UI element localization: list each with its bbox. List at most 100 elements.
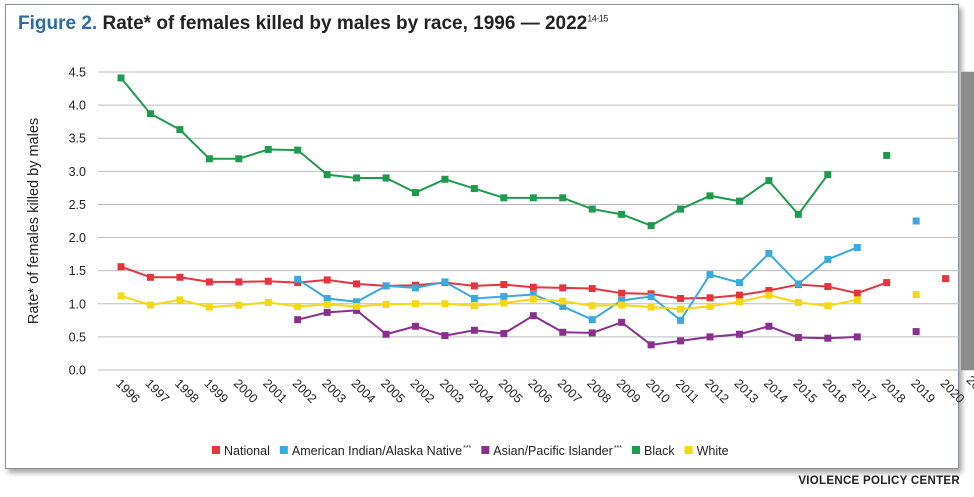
data-point bbox=[706, 302, 714, 310]
data-point bbox=[912, 328, 920, 336]
data-point bbox=[706, 294, 714, 302]
x-tick-label: 2008 bbox=[584, 376, 614, 406]
data-point bbox=[647, 222, 655, 230]
x-tick-label: 1996 bbox=[113, 376, 143, 406]
series-line bbox=[120, 294, 858, 311]
data-point bbox=[735, 330, 743, 338]
x-tick-label: 1997 bbox=[142, 376, 172, 406]
data-point bbox=[146, 110, 154, 118]
data-point bbox=[470, 302, 478, 310]
data-point bbox=[942, 275, 950, 283]
data-point bbox=[824, 171, 832, 179]
data-point bbox=[794, 210, 802, 218]
data-point bbox=[235, 155, 243, 163]
x-tick-label: 2013 bbox=[731, 376, 761, 406]
data-point bbox=[323, 276, 331, 284]
data-point bbox=[323, 171, 331, 179]
data-point bbox=[353, 302, 361, 310]
y-tick-label: 1.5 bbox=[69, 264, 86, 278]
x-tick-label: 2001 bbox=[260, 376, 290, 406]
x-tick-label: 1998 bbox=[172, 376, 202, 406]
y-tick-label: 1.0 bbox=[69, 297, 86, 311]
data-point bbox=[559, 328, 567, 336]
x-tick-label: 2020 bbox=[938, 376, 968, 406]
data-point bbox=[264, 298, 272, 306]
data-point bbox=[500, 194, 508, 202]
data-point bbox=[117, 292, 125, 300]
data-point bbox=[618, 296, 626, 304]
legend-label: Asian/Pacific Islander bbox=[493, 444, 613, 458]
x-tick-label: 2003 bbox=[437, 376, 467, 406]
data-point bbox=[883, 151, 891, 159]
data-point bbox=[323, 300, 331, 308]
data-point bbox=[529, 194, 537, 202]
chart-title: Figure 2. Rate* of females killed by mal… bbox=[18, 13, 608, 35]
x-tick-label: 2002 bbox=[408, 376, 438, 406]
data-point bbox=[235, 301, 243, 309]
legend-swatch bbox=[279, 446, 288, 454]
data-point bbox=[677, 294, 685, 302]
data-point bbox=[647, 303, 655, 311]
data-point bbox=[735, 298, 743, 306]
data-point bbox=[205, 155, 213, 163]
x-tick-label: 2004 bbox=[349, 376, 379, 406]
data-point bbox=[824, 334, 832, 342]
data-point bbox=[735, 279, 743, 287]
y-tick-label: 4.0 bbox=[69, 99, 86, 113]
data-point bbox=[853, 333, 861, 341]
data-point bbox=[500, 281, 508, 289]
data-point bbox=[117, 263, 125, 271]
x-tick-label: 2011 bbox=[673, 377, 702, 406]
data-point bbox=[883, 279, 891, 287]
data-point bbox=[588, 316, 596, 324]
data-point bbox=[500, 299, 508, 307]
figure-frame: Figure 2. Rate* of females killed by mal… bbox=[5, 4, 959, 469]
data-point bbox=[588, 329, 596, 337]
y-tick-label: 3.0 bbox=[69, 165, 86, 179]
x-tick-label: 2007 bbox=[555, 376, 585, 406]
data-point bbox=[441, 332, 449, 340]
data-point bbox=[618, 318, 626, 326]
data-point bbox=[559, 284, 567, 292]
data-point bbox=[412, 189, 419, 197]
x-tick-label: 2015 bbox=[790, 376, 820, 406]
data-point bbox=[706, 333, 714, 341]
data-point bbox=[529, 283, 537, 291]
x-tick-label: 2016 bbox=[820, 376, 850, 406]
data-point bbox=[735, 197, 743, 205]
legend-swatch bbox=[481, 446, 490, 454]
x-tick-label: 1999 bbox=[201, 376, 231, 406]
data-point bbox=[559, 297, 567, 305]
legend-label: Black bbox=[644, 444, 675, 458]
data-point bbox=[677, 316, 685, 324]
data-point bbox=[500, 292, 508, 300]
data-point bbox=[294, 146, 302, 154]
data-point bbox=[353, 280, 361, 288]
data-point bbox=[323, 308, 331, 316]
legend-swatch bbox=[212, 446, 220, 454]
data-point bbox=[294, 302, 302, 310]
data-point bbox=[677, 205, 685, 213]
legend-label: National bbox=[224, 444, 270, 458]
data-point bbox=[412, 300, 419, 308]
data-point bbox=[706, 192, 714, 200]
data-point bbox=[677, 337, 685, 345]
source-credit: VIOLENCE POLICY CENTER bbox=[798, 475, 960, 487]
data-point bbox=[824, 283, 832, 291]
data-point bbox=[529, 312, 537, 320]
y-tick-label: 3.5 bbox=[69, 132, 86, 146]
data-point bbox=[853, 243, 861, 251]
legend-footnote-mark: *** bbox=[463, 445, 471, 452]
data-point bbox=[146, 301, 154, 309]
series-line bbox=[120, 77, 829, 227]
data-point bbox=[294, 275, 302, 283]
data-point bbox=[294, 316, 302, 324]
data-point bbox=[382, 300, 390, 308]
figure-label: Figure 2. bbox=[18, 13, 98, 34]
x-tick-label: 2012 bbox=[702, 376, 732, 406]
data-point bbox=[382, 174, 390, 182]
data-point bbox=[824, 302, 832, 310]
data-point bbox=[559, 302, 567, 310]
data-point bbox=[470, 294, 478, 302]
